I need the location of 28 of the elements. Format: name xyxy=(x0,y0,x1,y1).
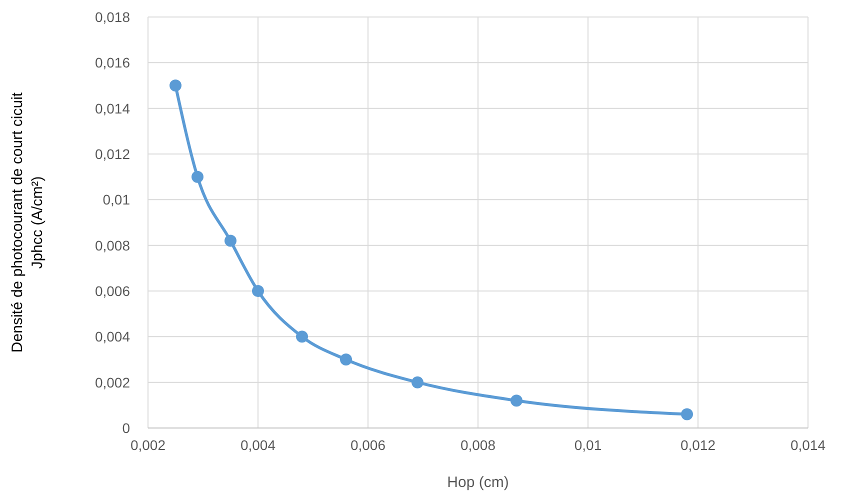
y-axis-title: Densité de photocourant de court cicuit Jphcc (A/cm²) xyxy=(9,92,46,353)
y-tick-label: 0,008 xyxy=(94,237,130,254)
x-tick-label: 0,012 xyxy=(680,437,716,453)
point xyxy=(412,376,424,388)
y-tick-label: 0,016 xyxy=(94,54,130,71)
y-tick-label: 0 xyxy=(122,420,130,436)
y-tick-label: 0,002 xyxy=(94,374,130,390)
x-tick-label: 0,01 xyxy=(574,437,602,453)
point xyxy=(681,408,693,420)
y-tick-label: 0,012 xyxy=(94,146,130,162)
x-tick-label: 0,014 xyxy=(790,437,826,453)
point xyxy=(340,354,352,366)
point xyxy=(170,80,182,92)
y-tick-label: 0,018 xyxy=(94,9,130,25)
x-tick-label: 0,002 xyxy=(130,437,166,453)
y-tick-label: 0,014 xyxy=(94,100,130,116)
x-tick-label: 0,006 xyxy=(350,437,386,453)
point xyxy=(192,170,204,183)
x-tick-label: 0,004 xyxy=(240,437,276,453)
x-tick-label: 0,008 xyxy=(460,437,496,453)
x-axis-title: Hop (cm) xyxy=(447,474,509,491)
point xyxy=(296,330,308,343)
y-tick-label: 0,01 xyxy=(102,192,130,208)
y-tick-label: 0,006 xyxy=(94,283,130,299)
point xyxy=(252,285,264,297)
point xyxy=(510,394,522,407)
y-tick-label: 0,004 xyxy=(94,328,130,345)
point xyxy=(224,234,236,247)
